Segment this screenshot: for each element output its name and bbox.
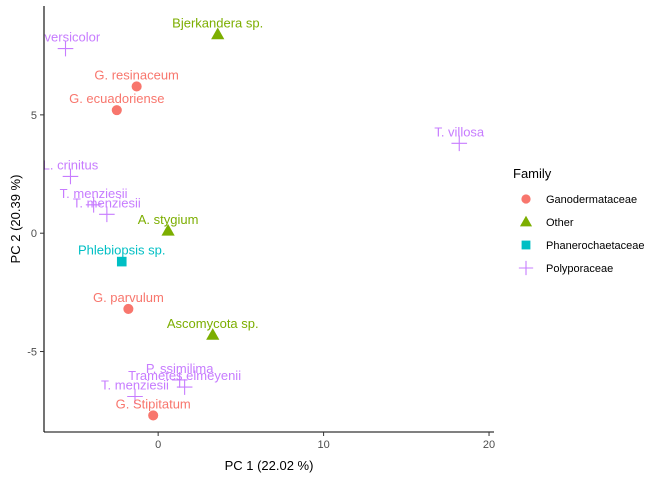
point-label: T. menziesii: [73, 195, 141, 210]
legend-key: [518, 260, 534, 276]
y-tick-label: 0: [31, 228, 37, 240]
data-point: [176, 379, 193, 395]
data-point: [131, 81, 142, 92]
point-labels-layer: T. versicolor Bjerkandera sp. G. resinaceu…: [31, 15, 485, 411]
point-label: L. crinitus: [43, 157, 99, 172]
legend-entry-label: Ganodermataceae: [546, 194, 637, 206]
point-label: G. Stipitatum: [116, 396, 191, 411]
data-point: [148, 410, 159, 421]
data-point: [99, 206, 115, 223]
data-point: [123, 303, 134, 314]
point-label: Phlebiopsis sp.: [78, 243, 165, 258]
y-tick-label: 5: [31, 110, 37, 122]
points-layer: [57, 27, 468, 421]
x-tick-label: 0: [155, 439, 161, 451]
legend-key: [521, 194, 531, 204]
data-point: [57, 40, 74, 57]
x-tick-label: 20: [483, 439, 495, 451]
y-tick-label: -5: [27, 347, 37, 359]
data-point: [211, 27, 225, 40]
point-label: G. ecuadoriense: [69, 91, 164, 106]
legend-title: Family: [513, 166, 552, 181]
point-label: Ascomycota sp.: [167, 316, 259, 331]
point-label: G. resinaceum: [94, 67, 179, 82]
y-axis-title: PC 2 (20.39 %): [8, 175, 23, 264]
data-point: [85, 197, 102, 213]
data-point: [111, 105, 122, 116]
point-label: A. stygium: [138, 212, 199, 227]
point-label: T. villosa: [434, 124, 485, 139]
point-label: P. ssimilima: [146, 361, 214, 376]
data-point: [451, 135, 468, 152]
x-tick-label: 10: [317, 439, 329, 451]
legend-entry-label: Polyporaceae: [546, 263, 613, 275]
axes: 0 10 20 -5 0 5: [27, 6, 495, 451]
point-label: G. parvulum: [93, 290, 164, 305]
legend-key: [521, 240, 531, 250]
legend: Family Ganodermataceae Other Phanerochaeta…: [513, 166, 644, 276]
point-label: Bjerkandera sp.: [172, 15, 263, 30]
point-label: T. menziesii: [101, 378, 169, 393]
data-point: [62, 168, 79, 185]
legend-key: [519, 215, 533, 227]
data-point: [206, 328, 220, 340]
data-point: [127, 388, 143, 405]
data-point: [161, 223, 175, 236]
point-label: T. versicolor: [31, 30, 101, 45]
point-label: T. menziesii: [60, 186, 128, 201]
x-axis-title: PC 1 (22.02 %): [225, 458, 314, 473]
legend-entry-label: Other: [546, 217, 574, 229]
data-point: [116, 256, 127, 267]
point-label: Trametes elmeyenii: [128, 368, 241, 383]
legend-entry-label: Phanerochaetaceae: [546, 240, 644, 252]
